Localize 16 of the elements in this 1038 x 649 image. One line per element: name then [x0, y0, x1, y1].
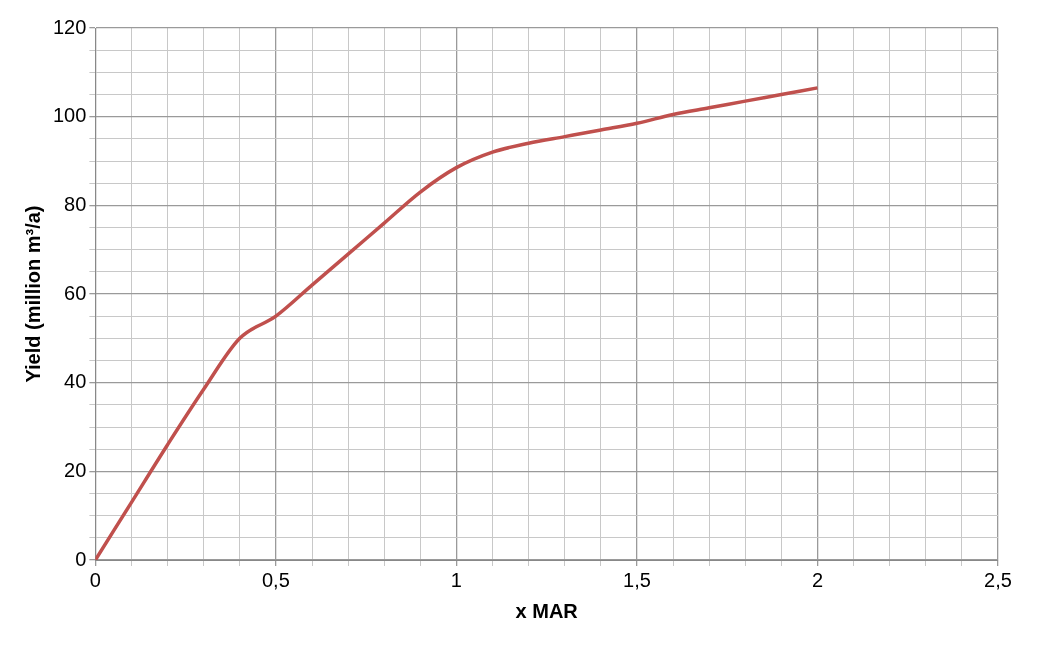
y-tick-label: 0: [75, 547, 87, 570]
x-axis-title: x MAR: [515, 599, 579, 622]
line-series: [95, 86, 820, 560]
x-tick-label: 0,5: [261, 568, 290, 591]
y-tick-label: 60: [64, 281, 87, 304]
x-tick-label: 1: [450, 568, 462, 591]
x-tick-label: 2: [811, 568, 824, 591]
y-tick-label: 80: [64, 192, 87, 215]
y-tick-label: 120: [52, 15, 87, 38]
x-tick-label: 1,5: [623, 568, 651, 591]
y-tick-label: 100: [52, 104, 87, 127]
x-tick-label: 2,5: [984, 568, 1012, 591]
y-axis-title: Yield (million m³/a): [21, 205, 44, 383]
x-tick-label: 0: [89, 568, 101, 591]
y-tick-label: 40: [64, 370, 87, 393]
y-tick-label: 20: [64, 458, 87, 481]
